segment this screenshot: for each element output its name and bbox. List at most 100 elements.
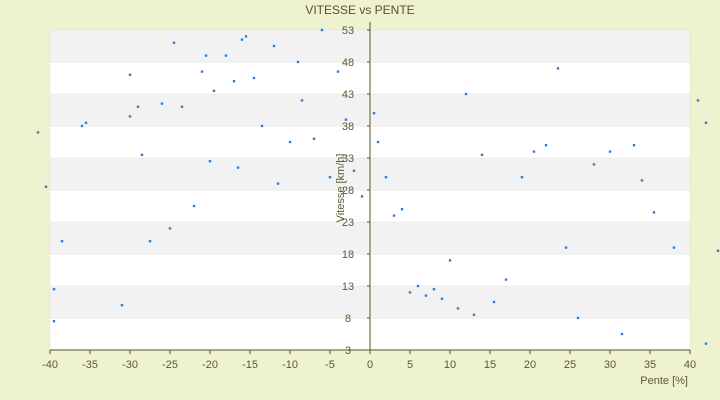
data-point bbox=[240, 38, 244, 41]
data-point bbox=[716, 249, 720, 252]
x-axis-title: Pente [%] bbox=[640, 375, 688, 387]
data-point bbox=[320, 28, 324, 32]
data-point bbox=[204, 54, 208, 57]
data-point bbox=[704, 121, 708, 124]
data-point bbox=[312, 137, 316, 140]
data-point bbox=[620, 332, 624, 336]
data-point bbox=[672, 246, 676, 249]
data-point bbox=[424, 294, 428, 297]
data-point bbox=[696, 99, 700, 102]
data-point bbox=[492, 300, 496, 304]
x-tick-label: 20 bbox=[524, 359, 536, 371]
data-point bbox=[464, 92, 468, 96]
data-point bbox=[272, 44, 276, 48]
data-point bbox=[344, 118, 348, 121]
data-point bbox=[52, 320, 56, 323]
data-point bbox=[44, 185, 48, 188]
x-tick-label: -10 bbox=[282, 359, 298, 371]
data-point bbox=[640, 179, 644, 182]
x-tick-label: 0 bbox=[367, 359, 373, 371]
data-point bbox=[336, 70, 340, 73]
y-tick-label: 18 bbox=[342, 249, 354, 261]
data-point bbox=[120, 304, 124, 307]
y-tick-label: 38 bbox=[342, 121, 354, 133]
data-point bbox=[128, 73, 132, 76]
y-tick-label: 8 bbox=[345, 313, 351, 325]
data-point bbox=[168, 227, 172, 230]
data-point bbox=[432, 288, 436, 291]
data-point bbox=[128, 115, 132, 118]
data-point bbox=[60, 240, 64, 243]
data-point bbox=[148, 240, 152, 243]
data-point bbox=[392, 214, 396, 217]
x-tick-label: 15 bbox=[484, 359, 496, 371]
y-tick-label: 28 bbox=[342, 185, 354, 197]
data-point bbox=[260, 124, 264, 128]
data-point bbox=[236, 166, 240, 169]
data-point bbox=[212, 89, 216, 92]
x-tick-label: -5 bbox=[325, 359, 335, 371]
x-tick-label: 30 bbox=[604, 359, 616, 371]
data-point bbox=[384, 176, 388, 179]
data-point bbox=[472, 313, 476, 316]
x-tick-label: 40 bbox=[684, 359, 696, 371]
x-tick-labels: -40 -35 -30 -25 -20 -15 -10 -5 0 5 10 15 20 25 30 35 40 bbox=[42, 350, 696, 371]
x-tick-label: -30 bbox=[122, 359, 138, 371]
x-tick-label: 5 bbox=[407, 359, 413, 371]
y-tick-label: 3 bbox=[345, 345, 351, 357]
data-point bbox=[576, 316, 580, 320]
data-point bbox=[592, 163, 596, 166]
data-point bbox=[632, 144, 636, 147]
chart-title: VITESSE vs PENTE bbox=[305, 3, 414, 17]
data-point bbox=[160, 102, 164, 105]
data-point bbox=[192, 204, 196, 208]
data-point bbox=[300, 99, 304, 102]
data-point bbox=[456, 307, 460, 310]
x-tick-label: -25 bbox=[162, 359, 178, 371]
data-point bbox=[296, 60, 300, 64]
data-point bbox=[400, 208, 404, 211]
x-tick-label: -15 bbox=[242, 359, 258, 371]
data-point bbox=[480, 153, 484, 156]
data-point bbox=[556, 67, 560, 70]
data-point bbox=[288, 140, 292, 144]
data-point bbox=[136, 105, 140, 108]
data-point bbox=[360, 195, 364, 198]
y-tick-label: 33 bbox=[342, 153, 354, 165]
y-tick-label: 13 bbox=[342, 281, 354, 293]
data-point bbox=[200, 70, 204, 73]
data-point bbox=[504, 278, 508, 281]
data-point bbox=[208, 160, 212, 163]
y-tick-label: 43 bbox=[342, 89, 354, 101]
x-tick-label: -40 bbox=[42, 359, 58, 371]
data-point bbox=[276, 182, 280, 185]
data-point bbox=[36, 131, 40, 134]
data-point bbox=[172, 41, 176, 44]
data-point bbox=[252, 76, 256, 80]
data-point bbox=[608, 150, 612, 153]
data-point bbox=[652, 211, 656, 214]
data-point bbox=[352, 169, 356, 172]
data-point bbox=[564, 246, 568, 249]
data-point bbox=[372, 112, 376, 115]
y-tick-label: 23 bbox=[342, 217, 354, 229]
data-point bbox=[84, 121, 88, 124]
x-tick-label: -20 bbox=[202, 359, 218, 371]
data-point bbox=[180, 105, 184, 108]
x-tick-label: 25 bbox=[564, 359, 576, 371]
data-point bbox=[416, 284, 420, 288]
data-point bbox=[52, 288, 56, 291]
data-point bbox=[408, 291, 412, 294]
x-tick-label: 10 bbox=[444, 359, 456, 371]
data-point bbox=[532, 150, 536, 153]
y-tick-label: 48 bbox=[342, 57, 354, 69]
data-point bbox=[232, 80, 236, 83]
data-point bbox=[140, 153, 144, 156]
data-point bbox=[376, 140, 380, 144]
data-point bbox=[244, 35, 248, 38]
x-tick-label: 35 bbox=[644, 359, 656, 371]
data-points bbox=[36, 28, 720, 345]
data-point bbox=[704, 342, 708, 345]
